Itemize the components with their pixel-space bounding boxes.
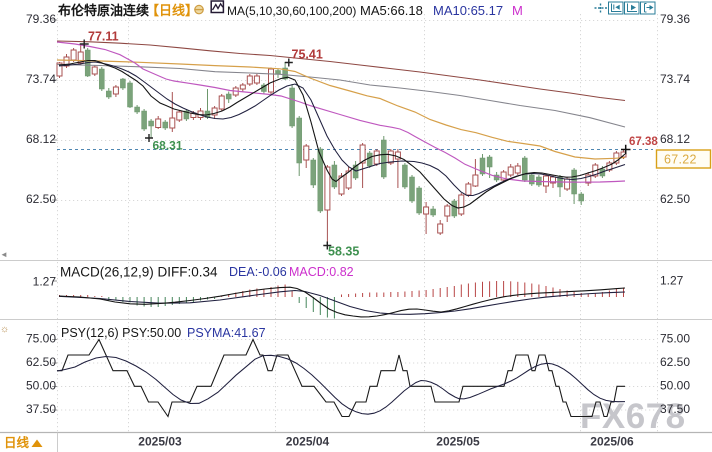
svg-text:79.36: 79.36 [660,12,690,26]
svg-text:MACD:0.82: MACD:0.82 [289,265,354,279]
svg-text:75.41: 75.41 [292,48,323,62]
svg-text:67.22: 67.22 [664,152,697,166]
svg-text:62.50: 62.50 [660,192,690,206]
svg-text:37.50: 37.50 [26,402,56,416]
svg-text:37.50: 37.50 [660,402,690,416]
svg-text:75.00: 75.00 [660,331,690,345]
svg-text:1.27: 1.27 [660,273,684,287]
svg-text:73.74: 73.74 [26,72,56,86]
svg-text:68.12: 68.12 [660,132,690,146]
svg-text:50.00: 50.00 [26,378,56,392]
svg-text:68.31: 68.31 [153,138,183,152]
svg-text:79.36: 79.36 [26,12,56,26]
svg-text:布伦特原油连续: 布伦特原油连续 [58,3,149,18]
svg-text:62.50: 62.50 [26,192,56,206]
svg-text:MA5:66.18: MA5:66.18 [360,3,423,18]
svg-text:☼: ☼ [0,324,9,335]
svg-text:PSYMA:41.67: PSYMA:41.67 [187,326,266,340]
svg-text:67.38: 67.38 [629,136,658,148]
svg-text:75.00: 75.00 [26,331,56,345]
svg-text:DEA:-0.06: DEA:-0.06 [229,265,287,279]
svg-text:73.74: 73.74 [660,72,690,86]
svg-text:MA10:65.17: MA10:65.17 [433,3,503,18]
svg-text:58.35: 58.35 [328,245,359,259]
svg-text:50.00: 50.00 [660,378,690,392]
svg-text:2025/03: 2025/03 [138,435,182,449]
svg-text:2025/04: 2025/04 [286,435,330,449]
svg-text:日线: 日线 [4,435,30,450]
svg-text:MACD(26,12,9) DIFF:0.34: MACD(26,12,9) DIFF:0.34 [60,265,218,280]
svg-text:62.50: 62.50 [660,355,690,369]
svg-text:◄: ◄ [0,250,8,259]
svg-text:1.27: 1.27 [33,274,57,288]
svg-text:FX678: FX678 [580,397,686,436]
svg-text:62.50: 62.50 [26,355,56,369]
svg-text:M: M [512,3,523,18]
svg-text:77.11: 77.11 [88,30,119,44]
svg-text:68.12: 68.12 [26,132,56,146]
svg-text:MA(5,10,30,60,100,200): MA(5,10,30,60,100,200) [227,4,356,18]
svg-text:2025/05: 2025/05 [436,435,480,449]
svg-text:【日线】: 【日线】 [146,3,198,18]
svg-text:PSY(12,6) PSY:50.00: PSY(12,6) PSY:50.00 [61,326,181,340]
svg-text:2025/06: 2025/06 [590,435,634,449]
